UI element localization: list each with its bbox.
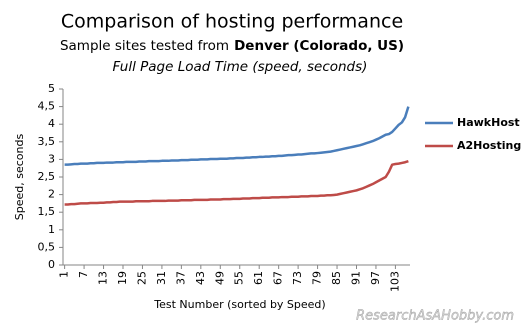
legend-label: A2Hosting xyxy=(457,139,521,152)
x-tick-label: 91 xyxy=(349,271,362,285)
subtitle-location: Denver (Colorado, US) xyxy=(234,38,404,54)
x-tick-label: 49 xyxy=(213,271,226,285)
x-tick-label: 79 xyxy=(311,271,324,285)
x-tick-label: 61 xyxy=(252,271,265,285)
x-tick-label: 103 xyxy=(388,271,401,292)
x-tick-label: 67 xyxy=(272,271,285,285)
x-tick-label: 19 xyxy=(116,271,129,285)
x-tick-label: 55 xyxy=(233,271,246,285)
y-tick-label: 2,5 xyxy=(38,170,56,183)
y-tick-label: 0,5 xyxy=(38,240,56,253)
y-tick-label: 4 xyxy=(48,117,55,130)
watermark: ResearchAsAHobby.com xyxy=(356,309,514,324)
y-tick-label: 4,5 xyxy=(38,100,56,113)
chart-subtitle: Sample sites tested from Denver (Colorado… xyxy=(60,38,404,54)
x-tick-label: 73 xyxy=(291,271,304,285)
x-tick-label: 7 xyxy=(77,271,90,278)
x-tick-label: 85 xyxy=(330,271,343,285)
x-tick-label: 13 xyxy=(97,271,110,285)
series-line xyxy=(64,159,409,206)
y-tick-label: 3,5 xyxy=(38,135,56,148)
y-axis-title: Speed, seconds xyxy=(13,134,26,221)
y-tick-label: 3 xyxy=(48,152,55,165)
x-tick-label: 37 xyxy=(174,271,187,285)
subtitle-text: Sample sites tested from xyxy=(60,38,229,54)
chart-subtitle-2: Full Page Load Time (speed, seconds) xyxy=(113,59,368,75)
y-tick-label: 1 xyxy=(48,223,55,236)
x-tick-label: 43 xyxy=(194,271,207,285)
y-tick-label: 1,5 xyxy=(38,205,56,218)
y-tick-label: 5 xyxy=(48,82,55,95)
chart-title: Comparison of hosting performance xyxy=(61,11,403,33)
legend-label: HawkHost xyxy=(457,116,520,129)
x-tick-label: 1 xyxy=(58,271,71,278)
y-tick-label: 0 xyxy=(48,258,55,271)
x-tick-label: 25 xyxy=(135,271,148,285)
series-line xyxy=(64,106,410,166)
y-tick-label: 2 xyxy=(48,188,55,201)
x-axis-title: Test Number (sorted by Speed) xyxy=(153,298,325,311)
x-tick-label: 97 xyxy=(369,271,382,285)
x-tick-label: 31 xyxy=(155,271,168,285)
